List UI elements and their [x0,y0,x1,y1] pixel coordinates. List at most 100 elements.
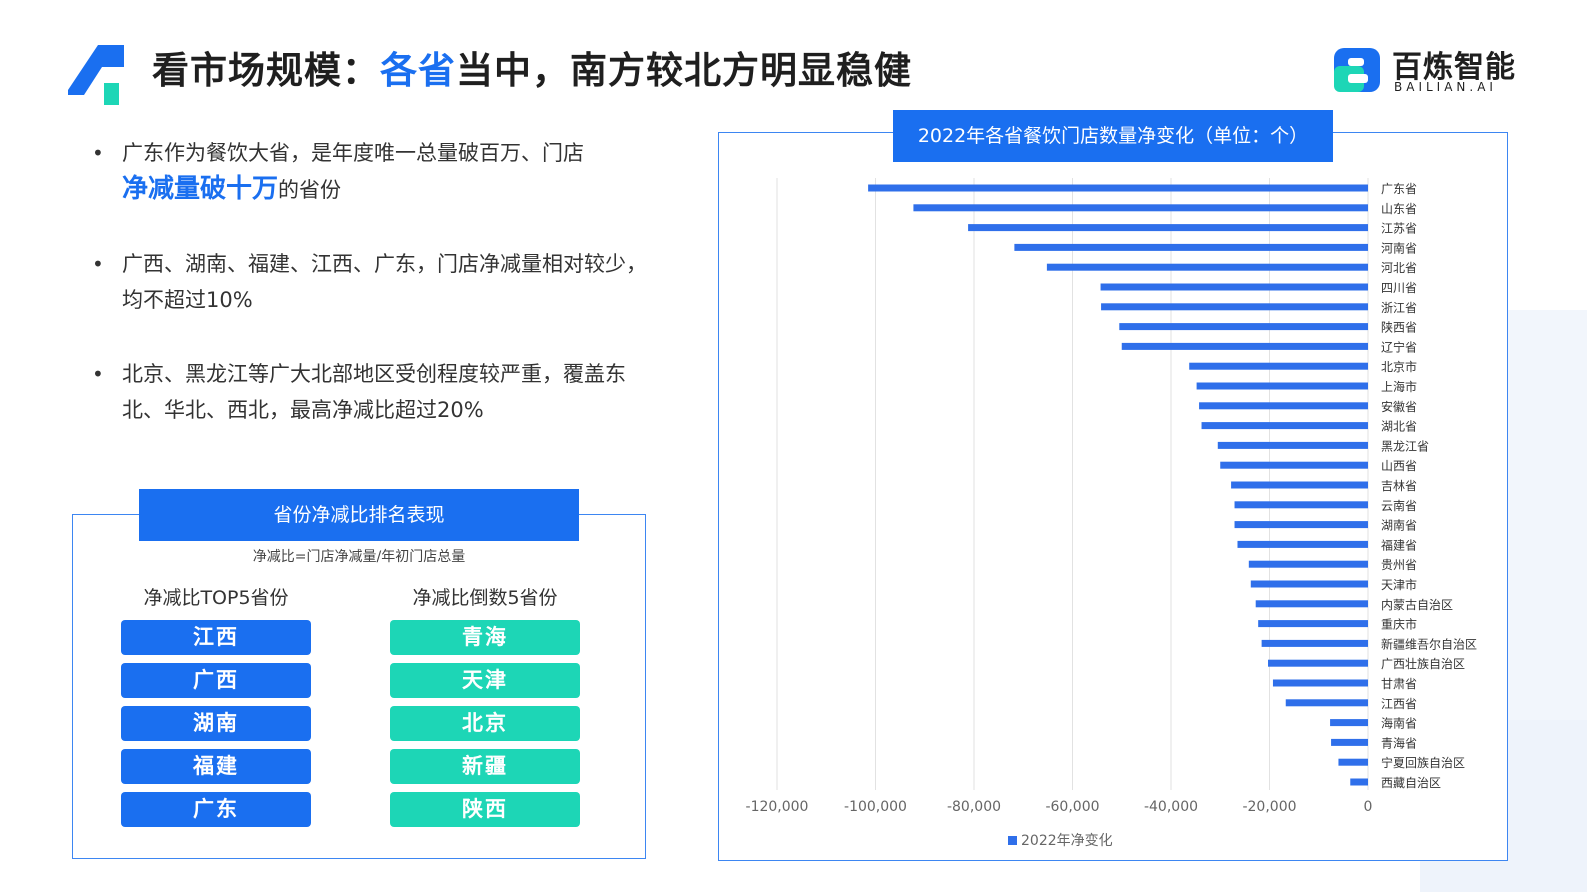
category-label: 北京市 [1381,359,1417,374]
x-tick-label: -40,000 [1144,799,1198,815]
bullet-dot: • [92,141,104,165]
logo-subtitle: BAILIAN.AI [1394,80,1497,94]
bar [1285,699,1368,707]
category-label: 陕西省 [1381,320,1417,335]
bottom5-province: 陕西 [390,792,580,827]
x-tick-label: -20,000 [1242,799,1296,815]
category-label: 天津市 [1381,577,1417,592]
bar [1338,758,1368,766]
top5-province: 湖南 [121,706,311,741]
top5-province: 广西 [121,663,311,698]
bullet-text: 广西、湖南、福建、江西、广东，门店净减量相对较少，均不超过10% [122,252,647,312]
top5-list: 江西 广西 湖南 福建 广东 [121,620,311,835]
company-logo: 百炼智能 BAILIAN.AI [1330,44,1530,96]
bar [1234,521,1368,529]
bullet-text: 广东作为餐饮大省，是年度唯一总量破百万、门店 [122,141,584,165]
bar [1101,303,1368,311]
x-tick-label: 0 [1364,799,1373,815]
chart-panel: -120,000 -100,000 -80,000 -60,000 -40,000 -20… [718,132,1508,861]
bottom5-heading: 净减比倒数5省份 [412,587,558,609]
page-title: 看市场规模：各省当中，南方较北方明显稳健 [152,40,912,94]
bar [1217,441,1368,449]
brand-mark-icon [68,45,124,105]
bullet-item: • 北京、黑龙江等广大北部地区受创程度较严重，覆盖东北、华北、西北，最高净减比超… [90,356,650,428]
category-label: 福建省 [1381,537,1417,552]
category-label: 宁夏回族自治区 [1381,755,1465,770]
bullet-emphasis: 净减量破十万 [122,174,279,204]
ranking-formula: 净减比=门店净减量/年初门店总量 [252,549,466,565]
bottom5-province: 天津 [390,663,580,698]
bar [1100,283,1368,291]
category-label: 安徽省 [1381,399,1417,414]
category-label: 山西省 [1381,459,1417,473]
bullet-item: • 广东作为餐饮大省，是年度唯一总量破百万、门店 净减量破十万的省份 [90,135,650,208]
category-label: 贵州省 [1381,558,1417,572]
bar [1330,719,1368,727]
bullet-text: 的省份 [278,178,342,202]
category-label: 辽宁省 [1381,339,1417,354]
category-label: 西藏自治区 [1381,776,1441,790]
legend-swatch [1008,836,1017,845]
x-tick-label: -80,000 [947,799,1001,815]
logo-icon [1334,48,1380,92]
bar [1234,501,1368,509]
category-label: 河南省 [1381,240,1417,255]
bar [1350,778,1368,786]
category-label: 青海省 [1381,735,1417,750]
category-label: 江苏省 [1381,222,1417,236]
bullet-dot: • [92,252,104,276]
bar [1268,659,1368,667]
bullet-list: • 广东作为餐饮大省，是年度唯一总量破百万、门店 净减量破十万的省份 • 广西、… [90,135,650,466]
bottom5-province: 青海 [390,620,580,655]
category-label: 新疆维吾尔自治区 [1381,636,1477,651]
bar [1250,580,1368,588]
bar [1119,323,1368,331]
category-label: 山东省 [1381,202,1417,216]
bar [1199,402,1368,410]
category-label: 河北省 [1381,261,1417,275]
category-label: 甘肃省 [1381,677,1417,691]
bar [1046,263,1368,271]
category-label: 广东省 [1381,182,1417,196]
bar [968,224,1368,232]
bottom5-province: 北京 [390,706,580,741]
logo-name: 百炼智能 [1392,50,1516,85]
category-label: 重庆市 [1381,617,1417,632]
bar [1255,600,1368,608]
title-part: 当中，南方较北方明显稳健 [456,49,912,92]
category-label: 黑龙江省 [1381,439,1429,453]
bar [1237,540,1368,548]
bar [1014,243,1368,251]
top5-province: 福建 [121,749,311,784]
category-label: 浙江省 [1381,301,1417,315]
background-decoration [1500,310,1587,740]
category-label: 湖北省 [1381,419,1417,434]
bar-chart: -120,000 -100,000 -80,000 -60,000 -40,000 -20… [746,178,1477,849]
bar [1272,679,1368,687]
top5-heading: 净减比TOP5省份 [143,587,289,609]
bar [913,204,1368,212]
bar [1231,481,1368,489]
bar [868,184,1368,192]
category-label: 四川省 [1381,281,1417,295]
category-label: 海南省 [1381,716,1417,731]
bar [1248,560,1368,568]
chart-title: 2022年各省餐饮门店数量净变化（单位：个） [893,110,1333,162]
bar [1189,362,1368,370]
ranking-title: 省份净减比排名表现 [139,489,579,541]
category-label: 广西壮族自治区 [1381,657,1465,671]
category-label: 江西省 [1381,697,1417,711]
x-tick-label: -120,000 [746,799,809,815]
category-label: 云南省 [1381,498,1417,513]
bottom5-province: 新疆 [390,749,580,784]
category-label: 内蒙古自治区 [1381,597,1453,612]
x-tick-label: -100,000 [844,799,907,815]
top5-province: 江西 [121,620,311,655]
bullet-item: • 广西、湖南、福建、江西、广东，门店净减量相对较少，均不超过10% [90,246,650,318]
bar [1196,382,1368,390]
bar [1258,620,1368,628]
bullet-text: 北京、黑龙江等广大北部地区受创程度较严重，覆盖东北、华北、西北，最高净减比超过2… [122,362,626,422]
bar [1220,461,1368,469]
bar [1331,738,1368,746]
bar [1121,342,1368,350]
